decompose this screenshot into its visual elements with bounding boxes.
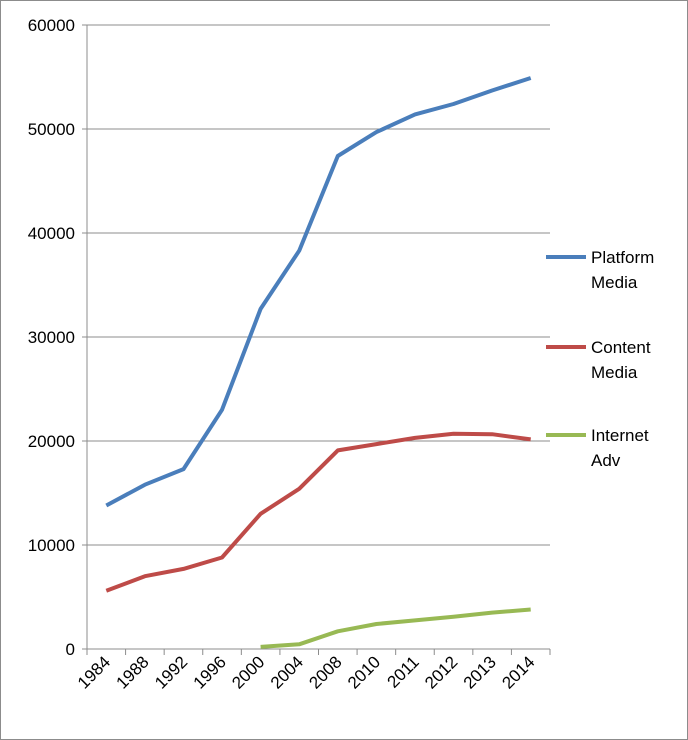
x-tick-label: 2012 (421, 652, 461, 692)
y-tick-label: 60000 (28, 16, 75, 35)
series-line-internet-adv (260, 607, 531, 649)
x-tick-label: 2014 (498, 652, 538, 692)
x-tick-label: 2011 (383, 652, 422, 691)
x-tick-label: 1996 (190, 652, 230, 692)
x-tick-label: 1984 (74, 652, 114, 692)
y-tick-label: 40000 (28, 224, 75, 243)
x-tick-label: 2008 (305, 652, 345, 692)
y-tick-label: 30000 (28, 328, 75, 347)
series-line-platform-media (105, 76, 532, 508)
legend-label: Platform (591, 248, 654, 267)
y-tick-label: 10000 (28, 536, 75, 555)
legend-label: Content (591, 338, 651, 357)
x-tick-label: 2013 (460, 652, 500, 692)
x-tick-label: 1992 (151, 652, 191, 692)
y-tick-label: 20000 (28, 432, 75, 451)
y-tick-label: 0 (66, 640, 75, 659)
legend-label: Internet (591, 426, 649, 445)
x-tick-label: 2000 (228, 652, 268, 692)
legend-label: Adv (591, 451, 621, 470)
series-line-content-media (105, 431, 531, 593)
legend-label: Media (591, 273, 638, 292)
x-tick-label: 2004 (267, 652, 307, 692)
x-tick-label: 2010 (344, 652, 384, 692)
x-tick-label: 1988 (113, 652, 153, 692)
y-tick-label: 50000 (28, 120, 75, 139)
legend-label: Media (591, 363, 638, 382)
